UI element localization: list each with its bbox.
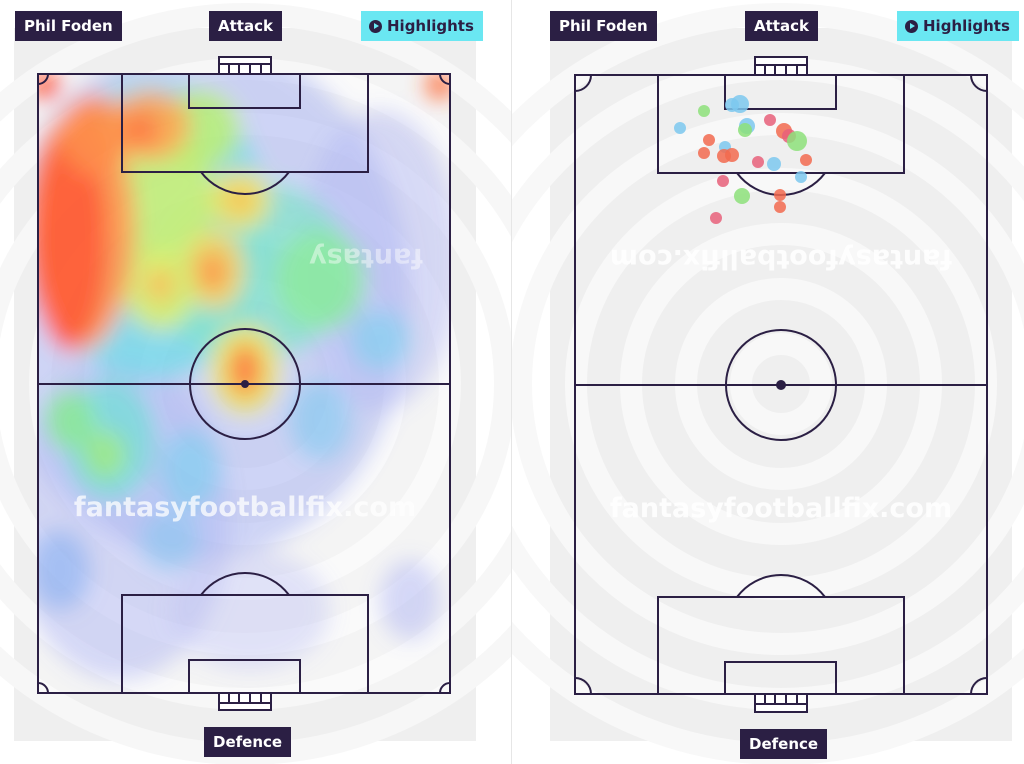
shot-marker [800, 154, 812, 166]
bottom-goal [218, 692, 272, 711]
highlights-label: Highlights [923, 17, 1010, 35]
shot-marker [717, 175, 729, 187]
shot-marker [703, 134, 715, 146]
defence-label: Defence [204, 727, 292, 757]
centre-spot [241, 380, 249, 388]
shot-marker [698, 105, 710, 117]
watermark-mirrored: fantasy [309, 242, 423, 273]
shot-marker [764, 114, 776, 126]
shot-marker [710, 212, 722, 224]
shot-marker [774, 201, 786, 213]
player-label: Phil Foden [550, 11, 657, 41]
heatmap-pitch: fantasyfootballfix.com fantasy [14, 28, 476, 741]
bottom-goal [754, 693, 808, 713]
shot-markers [674, 95, 812, 224]
play-circle-icon [369, 19, 382, 33]
attack-label: Attack [209, 11, 282, 41]
shot-marker [725, 98, 739, 112]
shot-marker [774, 189, 786, 201]
top-goal [218, 56, 272, 75]
heatmap-layer [38, 74, 450, 680]
player-label: Phil Foden [15, 11, 122, 41]
heatmap-panel: fantasyfootballfix.com fantasy Phil Fode… [14, 11, 483, 757]
shot-marker [787, 131, 807, 151]
attack-label: Attack [745, 11, 818, 41]
shot-marker [738, 123, 752, 137]
shot-marker [725, 148, 739, 162]
shotmap-panel: fantasyfootballfix.com fantasyfootballfi… [512, 0, 1024, 764]
play-circle-icon [905, 19, 918, 33]
highlights-button[interactable]: Highlights [361, 11, 483, 41]
shot-marker [734, 188, 750, 204]
watermark: fantasyfootballfix.com [74, 492, 416, 523]
watermark-mirrored: fantasyfootballfix.com [610, 243, 952, 274]
shotmap-pitch: fantasyfootballfix.com fantasyfootballfi… [512, 3, 1024, 764]
defence-label: Defence [740, 729, 828, 759]
shot-marker [767, 157, 781, 171]
highlights-button[interactable]: Highlights [897, 11, 1019, 41]
top-goal [754, 56, 808, 76]
watermark: fantasyfootballfix.com [610, 493, 952, 524]
shot-marker [795, 171, 807, 183]
centre-spot [776, 380, 786, 390]
shot-marker [698, 147, 710, 159]
highlights-label: Highlights [387, 17, 474, 35]
shot-marker [674, 122, 686, 134]
shot-marker [752, 156, 764, 168]
